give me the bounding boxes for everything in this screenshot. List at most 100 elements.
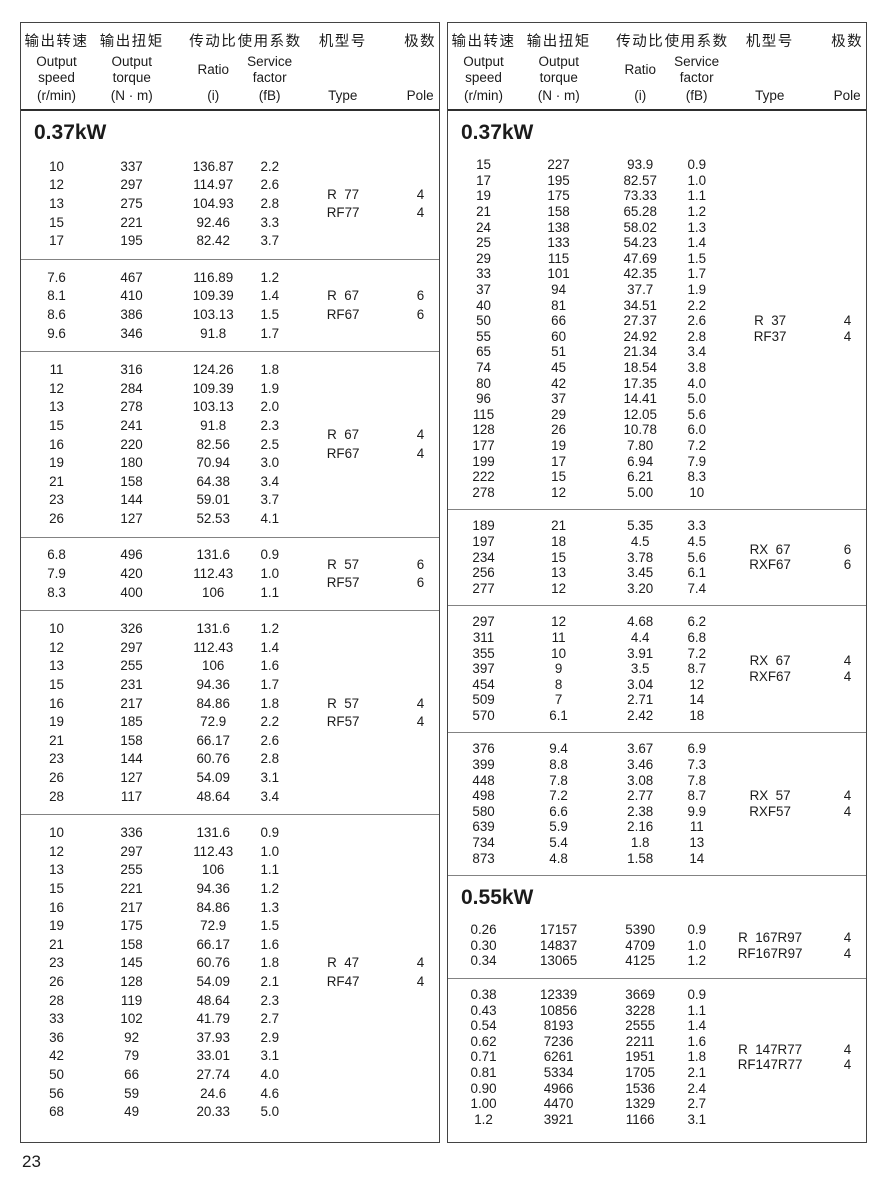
output-torque-value: 217 bbox=[120, 899, 143, 915]
output-torque-value: 26 bbox=[551, 422, 567, 438]
ratio-value: 1.8 bbox=[630, 835, 650, 851]
output-speed-value: 12 bbox=[49, 177, 64, 193]
table-row: 24 138 58.02 1.3 bbox=[448, 219, 711, 235]
table-row: 8.6 386 103.13 1.5 bbox=[21, 305, 284, 324]
type-line: RF67 6 bbox=[284, 305, 439, 324]
ratio-value: 4125 bbox=[625, 953, 656, 969]
output-speed-value: 13 bbox=[49, 658, 64, 674]
table-row: 399 8.8 3.46 7.3 bbox=[448, 757, 711, 773]
table-row: 28 119 48.64 2.3 bbox=[21, 991, 284, 1010]
pole-value: 6 bbox=[416, 306, 425, 322]
output-torque-value: 18 bbox=[551, 533, 567, 549]
output-torque-value: 66 bbox=[551, 313, 567, 329]
type-value: R 57 bbox=[327, 556, 360, 572]
table-row: 25 133 54.23 1.4 bbox=[448, 235, 711, 251]
type-value: RF77 bbox=[326, 205, 360, 221]
power-section: 0.55kW 0.26 17157 5390 0.9 0.30 14837 47… bbox=[448, 874, 866, 1136]
ratio-value: 72.9 bbox=[200, 918, 227, 934]
service-factor-value: 8.3 bbox=[687, 469, 707, 485]
column-header: 输出转速 Output speed (r/min) bbox=[448, 30, 519, 103]
service-factor-value: 0.9 bbox=[687, 987, 707, 1003]
output-speed-value: 25 bbox=[476, 235, 491, 251]
service-factor-value: 1.8 bbox=[260, 362, 280, 378]
output-speed-value: 96 bbox=[476, 391, 491, 407]
output-torque-value: 11 bbox=[551, 629, 566, 645]
column-header-zh: 机型号 bbox=[745, 34, 794, 50]
column-header-unit: Pole bbox=[406, 88, 434, 103]
service-factor-value: 3.4 bbox=[260, 473, 280, 489]
ratio-value: 131.6 bbox=[196, 547, 230, 563]
type-pole-block: R 147R77 4 RF147R77 4 bbox=[711, 987, 866, 1127]
ratio-value: 1705 bbox=[625, 1064, 656, 1080]
table-row: 8.1 410 109.39 1.4 bbox=[21, 287, 284, 306]
type-pole-block: RX 67 4 RXF67 4 bbox=[711, 614, 866, 723]
ratio-value: 34.51 bbox=[623, 297, 657, 313]
service-factor-value: 1.3 bbox=[687, 219, 707, 235]
pole-value: 4 bbox=[843, 668, 852, 684]
ratio-value: 58.02 bbox=[623, 219, 657, 235]
ratio-value: 27.37 bbox=[623, 313, 657, 329]
ratio-value: 73.33 bbox=[623, 188, 657, 204]
table-row: 0.38 12339 3669 0.9 bbox=[448, 987, 711, 1003]
output-speed-value: 68 bbox=[49, 1104, 64, 1120]
output-torque-value: 275 bbox=[120, 195, 143, 211]
output-speed-value: 16 bbox=[49, 899, 64, 915]
table-row: 0.71 6261 1951 1.8 bbox=[448, 1049, 711, 1065]
output-torque-value: 49 bbox=[124, 1104, 140, 1120]
output-speed-value: 222 bbox=[472, 469, 495, 485]
output-speed-value: 278 bbox=[472, 484, 495, 500]
service-factor-value: 9.9 bbox=[687, 803, 707, 819]
gear-group-rows: 11 316 124.26 1.8 12 284 109.39 1.9 13 2… bbox=[21, 360, 284, 527]
ratio-value: 91.8 bbox=[200, 325, 227, 341]
service-factor-value: 2.8 bbox=[260, 751, 280, 767]
type-value: RXF67 bbox=[749, 557, 791, 573]
type-pole-block: R 37 4 RF37 4 bbox=[711, 157, 866, 500]
table-row: 19 175 72.9 1.5 bbox=[21, 916, 284, 935]
service-factor-value: 4.5 bbox=[687, 533, 707, 549]
column-header-en: Ratio bbox=[624, 61, 656, 77]
output-torque-value: 175 bbox=[120, 918, 143, 934]
service-factor-value: 1.7 bbox=[687, 266, 707, 282]
output-speed-value: 399 bbox=[472, 757, 495, 773]
ratio-value: 116.89 bbox=[193, 269, 234, 285]
output-speed-value: 639 bbox=[472, 819, 495, 835]
gear-group: 10 326 131.6 1.2 12 297 112.43 1.4 13 25… bbox=[21, 610, 439, 814]
service-factor-value: 1.4 bbox=[260, 639, 280, 655]
type-line: RF147R77 4 bbox=[711, 1057, 866, 1073]
table-row: 23 145 60.76 1.8 bbox=[21, 954, 284, 973]
ratio-value: 47.69 bbox=[623, 250, 657, 266]
service-factor-value: 1.0 bbox=[260, 566, 280, 582]
output-torque-value: 4470 bbox=[543, 1096, 574, 1112]
service-factor-value: 1.4 bbox=[687, 1018, 707, 1034]
output-torque-value: 9 bbox=[554, 661, 563, 677]
type-line: RX 67 4 bbox=[711, 653, 866, 669]
table-row: 222 15 6.21 8.3 bbox=[448, 469, 711, 485]
output-speed-value: 1.2 bbox=[474, 1111, 493, 1127]
output-torque-value: 13065 bbox=[539, 953, 578, 969]
output-speed-value: 12 bbox=[49, 639, 64, 655]
ratio-value: 106 bbox=[202, 584, 225, 600]
service-factor-value: 1.7 bbox=[260, 325, 280, 341]
service-factor-value: 3.3 bbox=[260, 214, 280, 230]
table-row: 15 231 94.36 1.7 bbox=[21, 675, 284, 694]
table-row: 42 79 33.01 3.1 bbox=[21, 1047, 284, 1066]
service-factor-value: 2.0 bbox=[260, 399, 280, 415]
output-speed-value: 7.6 bbox=[47, 269, 66, 285]
table-row: 16 217 84.86 1.3 bbox=[21, 898, 284, 917]
output-speed-value: 115 bbox=[472, 406, 495, 422]
ratio-value: 42.35 bbox=[623, 266, 657, 282]
type-value: R 167R97 bbox=[738, 930, 803, 946]
pole-value: 4 bbox=[843, 1057, 852, 1073]
column-header-unit: (i) bbox=[207, 87, 220, 103]
service-factor-value: 2.1 bbox=[687, 1064, 707, 1080]
type-value: RXF57 bbox=[749, 803, 791, 819]
ratio-value: 37.93 bbox=[196, 1029, 230, 1045]
type-pole-block: R 57 4 RF57 4 bbox=[284, 619, 439, 805]
ratio-value: 112.43 bbox=[193, 843, 234, 859]
type-line: R 147R77 4 bbox=[711, 1041, 866, 1057]
table-row: 6.8 496 131.6 0.9 bbox=[21, 546, 284, 565]
output-speed-value: 10 bbox=[49, 621, 64, 637]
output-speed-value: 234 bbox=[472, 549, 495, 565]
service-factor-value: 3.4 bbox=[687, 344, 707, 360]
type-value: RXF67 bbox=[749, 668, 791, 684]
